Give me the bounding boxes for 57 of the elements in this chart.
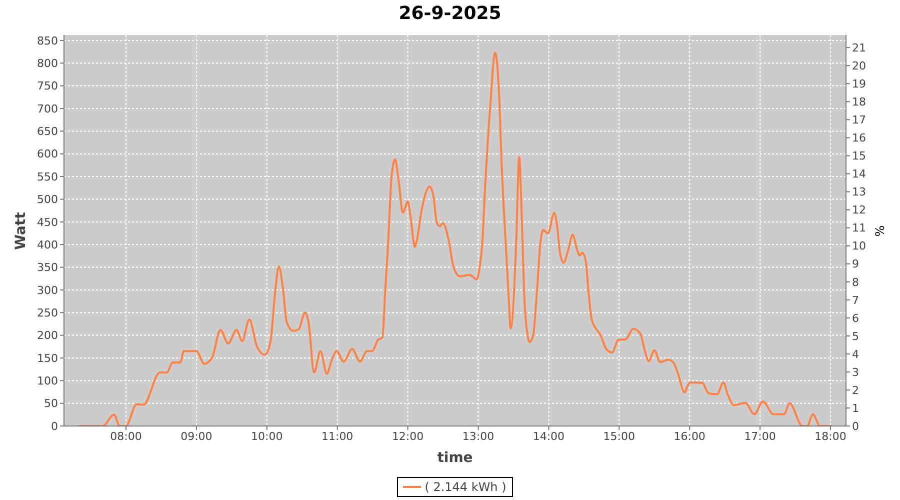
y-tick-label: 50 (44, 397, 58, 410)
y2-tick-label: 6 (852, 312, 859, 325)
y2-tick-label: 4 (852, 348, 859, 361)
y2-tick-label: 12 (852, 204, 866, 217)
y-axis-title: Watt (13, 212, 29, 250)
y-tick-label: 100 (37, 374, 58, 388)
x-tick-label: 15:00 (603, 430, 635, 443)
y-tick-label: 750 (37, 80, 58, 93)
y2-tick-label: 2 (852, 384, 859, 397)
y-tick-label: 350 (37, 261, 58, 274)
y2-tick-label: 19 (852, 78, 866, 91)
y2-tick-label: 20 (852, 60, 866, 73)
y-tick-label: 150 (37, 352, 58, 365)
y-tick-label: 850 (37, 34, 58, 48)
y2-tick-label: 1 (852, 402, 859, 415)
y2-tick-label: 21 (852, 42, 866, 55)
y2-tick-label: 11 (852, 222, 866, 235)
y-tick-label: 650 (37, 125, 58, 138)
y-tick-label: 300 (37, 284, 58, 297)
y-tick-label: 450 (37, 216, 58, 229)
y-tick-label: 250 (37, 306, 58, 320)
y2-tick-label: 5 (852, 330, 859, 343)
x-tick-label: 08:00 (110, 430, 142, 443)
y-tick-label: 700 (37, 102, 58, 116)
y-tick-label: 800 (37, 57, 58, 70)
x-tick-label: 13:00 (462, 430, 494, 443)
y2-tick-label: 15 (852, 150, 866, 163)
line-series (77, 52, 833, 426)
y2-tick-label: 9 (852, 258, 859, 271)
y2-tick-label: 10 (852, 240, 866, 253)
y2-tick-label: 0 (852, 420, 859, 433)
x-axis-title: time (436, 450, 474, 466)
y-tick-label: 200 (37, 329, 58, 342)
chart-title: 26-9-2025 (398, 3, 502, 24)
x-tick-label: 17:00 (744, 430, 776, 443)
y2-tick-label: 14 (852, 168, 866, 181)
y2-tick-label: 13 (852, 186, 866, 199)
y-tick-label: 0 (51, 420, 58, 433)
x-tick-label: 09:00 (180, 430, 212, 443)
y2-tick-label: 8 (852, 276, 859, 289)
y2-tick-label: 16 (852, 132, 866, 145)
y2-axis-title: % (873, 224, 887, 236)
y2-tick-label: 17 (852, 114, 866, 127)
y2-tick-label: 7 (852, 294, 859, 307)
x-tick-label: 11:00 (321, 430, 354, 443)
x-tick-label: 10:00 (251, 430, 283, 443)
y2-tick-label: 18 (852, 96, 866, 109)
x-tick-label: 14:00 (532, 430, 565, 443)
y-tick-label: 500 (37, 193, 58, 206)
legend-label: ( 2.144 kWh ) (424, 480, 506, 494)
x-tick-label: 18:00 (814, 430, 846, 443)
y2-tick-label: 3 (852, 366, 859, 379)
y-tick-label: 600 (37, 148, 58, 161)
y-tick-label: 550 (37, 170, 58, 184)
x-tick-label: 12:00 (392, 430, 424, 443)
y-tick-label: 400 (37, 238, 58, 252)
x-tick-label: 16:00 (674, 430, 706, 443)
